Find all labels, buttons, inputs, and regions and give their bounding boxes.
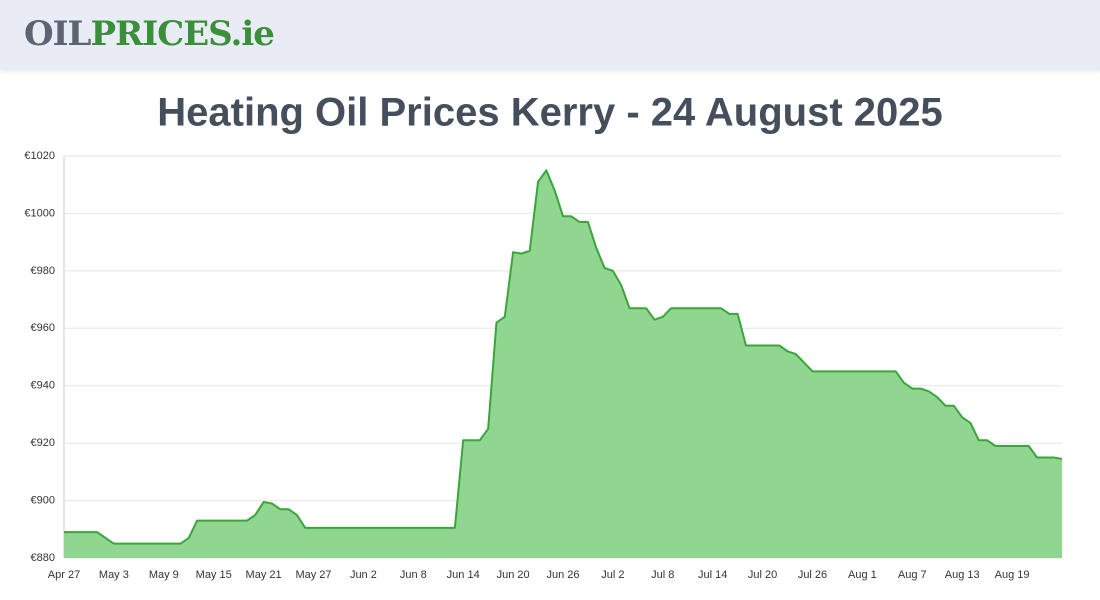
x-tick-label: May 27 (295, 569, 331, 581)
x-tick-label: Aug 1 (848, 569, 877, 581)
line (64, 169, 1063, 545)
y-tick-label: €1000 (24, 207, 55, 219)
x-tick-label: Aug 19 (995, 569, 1030, 581)
x-tick-label: Apr 27 (48, 569, 80, 581)
y-tick-label: €980 (31, 265, 55, 277)
y-tick-label: €900 (31, 494, 55, 506)
x-tick-label: Aug 7 (898, 569, 927, 581)
area (64, 170, 1062, 559)
x-tick-label: Jul 14 (698, 569, 727, 581)
x-tick-label: May 21 (246, 569, 282, 581)
x-tick-label: Jun 26 (546, 569, 579, 581)
y-tick-label: €920 (31, 437, 55, 449)
y-tick-label: €880 (31, 552, 55, 564)
x-tick-label: Aug 13 (945, 569, 980, 581)
x-tick-label: May 9 (149, 569, 179, 581)
x-tick-label: Jun 20 (497, 569, 530, 581)
x-tick-label: May 3 (99, 569, 129, 581)
chart-title: Heating Oil Prices Kerry - 24 August 202… (157, 91, 943, 135)
logo[interactable]: OILPRICES.ie (24, 14, 275, 54)
x-tick-label: Jul 8 (651, 569, 674, 581)
x-tick-label: May 15 (196, 569, 232, 581)
x-tick-label: Jun 8 (400, 569, 427, 581)
y-tick-label: €940 (31, 380, 55, 392)
logo-text: OIL (24, 14, 91, 54)
x-tick-label: Jul 20 (748, 569, 777, 581)
chart: Heating Oil Prices Kerry - 24 August 202… (24, 91, 1063, 581)
header-bar: OILPRICES.ie (0, 0, 1100, 70)
x-tick-label: Jul 26 (798, 569, 827, 581)
y-tick-label: €1020 (24, 150, 55, 162)
logo-text: .ie (230, 14, 274, 54)
x-tick-label: Jun 14 (447, 569, 480, 581)
logo-text: PRICES (90, 14, 231, 54)
x-tick-label: Jul 2 (601, 569, 624, 581)
x-tick-label: Jun 2 (350, 569, 377, 581)
y-tick-label: €960 (31, 322, 55, 334)
